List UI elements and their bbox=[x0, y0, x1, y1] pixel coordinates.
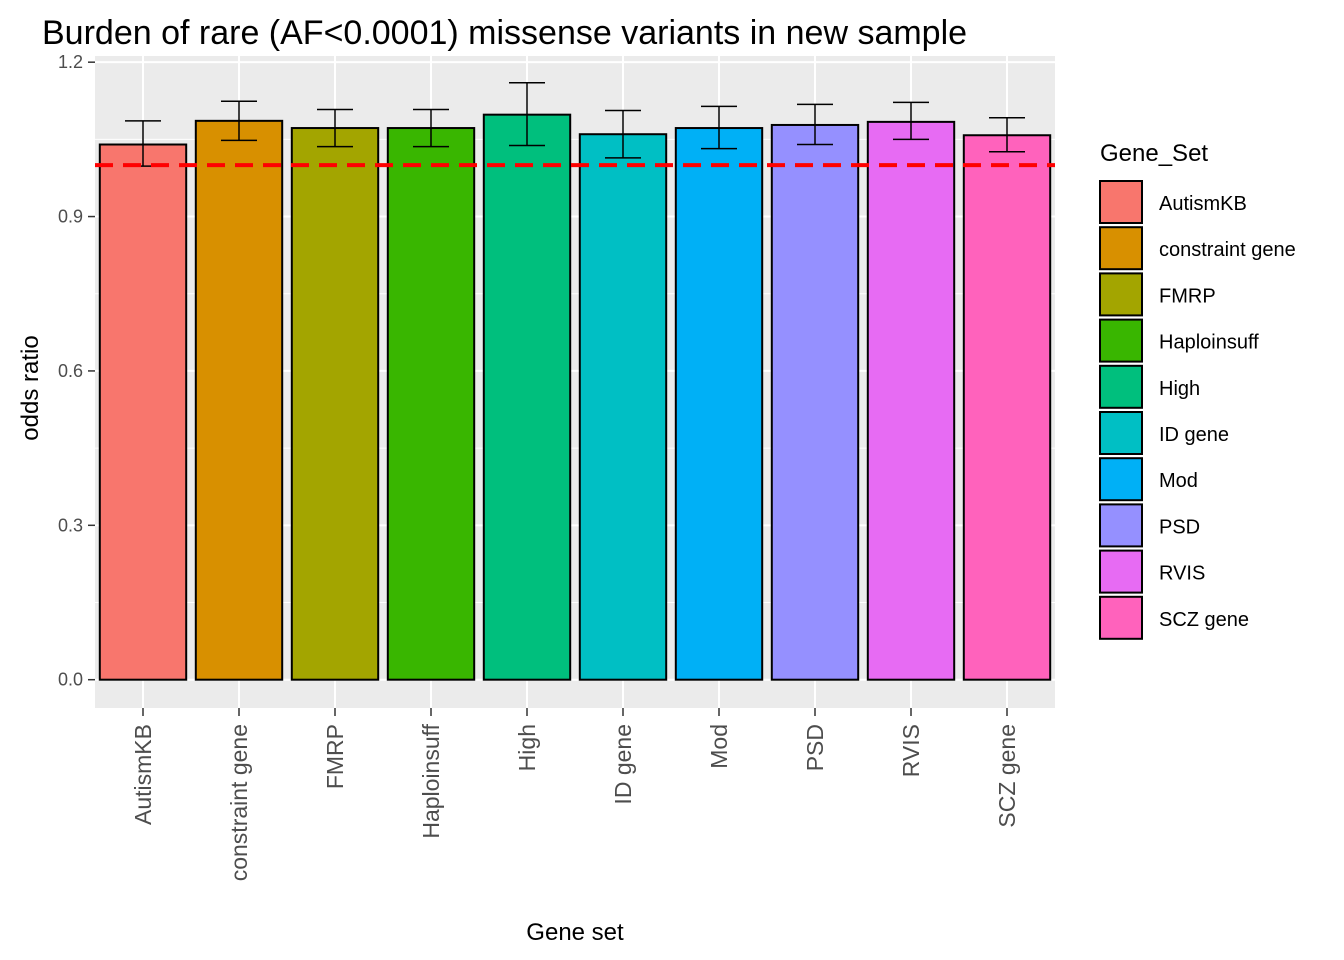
error-bar bbox=[701, 105, 737, 150]
bar-constraint-gene bbox=[194, 119, 284, 681]
legend-label: Haploinsuff bbox=[1159, 332, 1259, 354]
legend-label: PSD bbox=[1159, 516, 1200, 538]
legend-label: SCZ gene bbox=[1159, 609, 1249, 631]
error-bar bbox=[413, 108, 449, 148]
x-tick-label: High bbox=[514, 724, 540, 771]
x-tick-label: AutismKB bbox=[130, 724, 156, 825]
legend-item: ID gene bbox=[1099, 411, 1229, 455]
legend-label: FMRP bbox=[1159, 285, 1216, 307]
legend-items: AutismKB constraint gene FMRP Haploinsuff Hi… bbox=[1099, 180, 1296, 640]
legend-key bbox=[1099, 503, 1143, 548]
legend-title: Gene_Set bbox=[1100, 140, 1208, 167]
y-axis-title: odds ratio bbox=[17, 335, 44, 440]
x-axis: AutismKB constraint gene FMRP Haploinsuff Hi… bbox=[130, 708, 1020, 881]
x-tick-label: constraint gene bbox=[226, 724, 252, 881]
legend-item: SCZ gene bbox=[1099, 595, 1249, 640]
legend-label: High bbox=[1159, 378, 1200, 400]
bar-psd bbox=[770, 123, 860, 681]
legend-item: AutismKB bbox=[1099, 180, 1247, 224]
bar-high bbox=[482, 113, 572, 681]
legend-item: Mod bbox=[1099, 457, 1198, 502]
x-tick-label: PSD bbox=[802, 724, 828, 771]
legend-label: AutismKB bbox=[1159, 193, 1247, 215]
y-tick-label: 0.9 bbox=[58, 207, 83, 227]
legend-item: constraint gene bbox=[1099, 226, 1296, 271]
y-tick-label: 1.2 bbox=[58, 52, 83, 72]
error-bar bbox=[509, 82, 545, 147]
bar-id-gene bbox=[578, 133, 668, 681]
legend-key bbox=[1099, 411, 1143, 455]
error-bar bbox=[893, 101, 929, 141]
legend-item: PSD bbox=[1099, 503, 1200, 548]
error-bar bbox=[797, 103, 833, 146]
legend-key bbox=[1099, 318, 1143, 363]
bars bbox=[98, 113, 1052, 681]
bar-rvis bbox=[866, 120, 956, 681]
chart-title: Burden of rare (AF<0.0001) missense vari… bbox=[42, 14, 967, 52]
legend-item: Haploinsuff bbox=[1099, 318, 1259, 363]
error-bar bbox=[989, 117, 1025, 153]
legend-item: High bbox=[1099, 364, 1200, 409]
legend-key bbox=[1099, 457, 1143, 502]
legend-key bbox=[1099, 226, 1143, 271]
legend-key bbox=[1099, 272, 1143, 317]
y-tick-label: 0.6 bbox=[58, 361, 83, 381]
x-tick-label: SCZ gene bbox=[994, 724, 1020, 828]
y-tick-label: 0.0 bbox=[58, 670, 83, 690]
legend: Gene_Set AutismKB constraint gene FMRP Hapl… bbox=[1099, 140, 1296, 640]
x-tick-label: Haploinsuff bbox=[418, 723, 444, 838]
error-bar bbox=[317, 108, 353, 148]
legend-label: ID gene bbox=[1159, 424, 1229, 446]
bar-mod bbox=[674, 127, 764, 681]
error-bar bbox=[221, 100, 257, 142]
y-axis: 0.0 0.3 0.6 0.9 1.2 bbox=[58, 52, 95, 690]
bar-haploinsuff bbox=[386, 127, 476, 681]
legend-item: FMRP bbox=[1099, 272, 1216, 317]
legend-key bbox=[1099, 180, 1143, 224]
legend-key bbox=[1099, 595, 1143, 640]
legend-label: RVIS bbox=[1159, 563, 1205, 585]
bar-autismkb bbox=[98, 143, 188, 681]
legend-label: Mod bbox=[1159, 470, 1198, 492]
bar-fmrp bbox=[290, 127, 380, 681]
x-tick-label: ID gene bbox=[610, 724, 636, 805]
x-tick-label: FMRP bbox=[322, 724, 348, 789]
legend-key bbox=[1099, 364, 1143, 409]
legend-label: constraint gene bbox=[1159, 239, 1296, 261]
legend-key bbox=[1099, 549, 1143, 594]
x-tick-label: RVIS bbox=[898, 724, 924, 777]
x-tick-label: Mod bbox=[706, 724, 732, 769]
y-tick-label: 0.3 bbox=[58, 515, 83, 535]
x-axis-title: Gene set bbox=[526, 919, 624, 946]
legend-item: RVIS bbox=[1099, 549, 1205, 594]
bar-scz-gene bbox=[962, 134, 1052, 681]
error-bar bbox=[605, 109, 641, 159]
